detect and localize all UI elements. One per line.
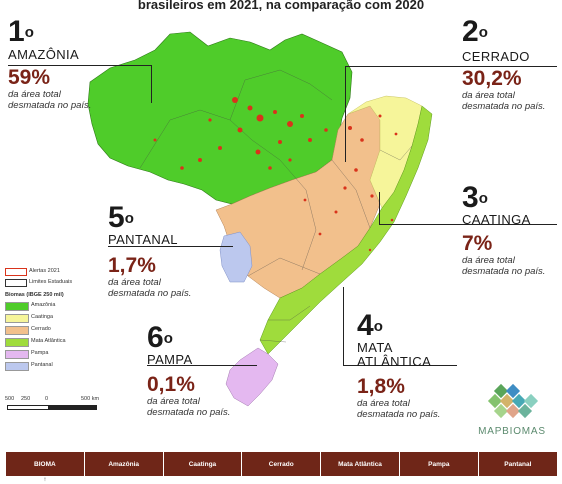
table-cell [84,476,163,484]
percent-value: 1,7% [108,254,156,277]
desc-line-2: desmatada no país. [8,100,92,111]
percent-value: 59% [8,66,51,89]
alerts-legend-label: Alertas 2021 [29,268,60,274]
scale-label-0: 0 [45,396,49,402]
biome-table: BIOMA Amazônia Caatinga Cerrado Mata Atl… [5,452,557,484]
table-cell [321,476,400,484]
pantanal-region [219,231,253,283]
alerts-swatch [5,268,27,276]
legend-swatch [5,362,29,371]
biome-name: CERRADO [462,49,530,64]
pampa-region [225,347,279,407]
limits-legend-label: Limites Estaduais [29,279,73,285]
desc-line-1: da área total [357,398,410,409]
table-cell-first: ↑ [43,477,47,483]
legend-item-label: Pantanal [31,362,53,368]
table-cell [163,476,242,484]
rank-label: 3o [462,181,488,214]
desc-line-1: da área total [462,90,515,101]
map-legend: Alertas 2021 Limites Estaduais Biomas (I… [5,268,105,383]
scale-bar: 500 250 0 500 km [5,396,125,416]
scale-segment-a [7,405,49,410]
biome-name: AMAZÔNIA [8,47,80,62]
table-header-amazonia: Amazônia [83,452,164,476]
mapbiomas-mosaic-icon [487,383,539,419]
legend-swatch [5,302,29,311]
desc-line-2: desmatada no país. [108,288,192,299]
scale-label-250: 250 [21,396,31,402]
biome-name: CAATINGA [462,212,531,227]
table-cell [242,476,321,484]
leader-line-cerrado [345,66,557,67]
leader-line-amazonia-v [151,65,152,103]
table-header-bioma: BIOMA [5,452,85,476]
legend-item-label: Cerrado [31,326,51,332]
callout-mata-atlantica: 4o MATA ATLÂNTICA 1,8% da área total des… [357,309,441,421]
biome-name-2: ATLÂNTICA [357,354,432,369]
table-header-caatinga: Caatinga [162,452,242,476]
callout-pantanal: 5o PANTANAL 1,7% da área total desmatada… [108,201,192,300]
state-limits [139,69,413,343]
mapbiomas-logo: MAPBIOMAS [470,382,554,442]
page-title: brasileiros em 2021, na comparação com 2… [137,0,425,12]
biome-name: PANTANAL [108,232,178,247]
table-header-row: BIOMA Amazônia Caatinga Cerrado Mata Atl… [5,452,557,476]
legend-item-label: Amazônia [31,302,56,308]
legend-item-label: Pampa [31,350,49,356]
scale-segment-b [49,405,97,410]
callout-cerrado: 2o CERRADO 30,2% da área total desmatada… [462,15,546,113]
percent-value: 7% [462,232,493,255]
table-cell [478,476,557,484]
legend-item-label: Caatinga [31,314,54,320]
biomes-legend-title: Biomas (IBGE 250 mil) [5,292,64,298]
leader-line-pampa [147,365,257,366]
table-header-cerrado: Cerrado [241,452,321,476]
table-header-mata-atlantica: Mata Atlântica [320,452,400,476]
desc-line-2: desmatada no país. [357,409,441,420]
desc-line-1: da área total [147,396,200,407]
rank-label: 2o [462,15,488,48]
percent-value: 30,2% [462,67,522,90]
biome-name: MATA [357,340,393,355]
percent-value: 0,1% [147,373,195,396]
desc-line-2: desmatada no país. [147,407,231,418]
table-cell [399,476,478,484]
rank-label: 5o [108,201,134,234]
scale-label-500a: 500 [5,396,15,402]
mapbiomas-wordmark: MAPBIOMAS [478,426,546,437]
leader-line-cerrado-v [345,66,346,162]
leader-line-caatinga-v [379,192,380,224]
table-row: ↑ [6,476,558,484]
rank-label: 6o [147,321,173,354]
callout-amazonia: 1o AMAZÔNIA 59% da área total desmatada … [8,15,92,112]
callout-caatinga: 3o CAATINGA 7% da área total desmatada n… [462,181,546,278]
legend-swatch [5,314,29,323]
table-header-pantanal: Pantanal [477,452,557,476]
leader-line-amazonia [8,65,152,66]
desc-line-1: da área total [8,89,61,100]
leader-line-pantanal [108,246,233,247]
scale-label-500km: 500 km [81,396,100,402]
leader-line-mata [343,365,457,366]
leader-line-caatinga [379,224,557,225]
brazil-map [87,31,433,407]
desc-line-2: desmatada no país. [462,266,546,277]
alerts-2021 [153,97,398,252]
desc-line-1: da área total [108,277,161,288]
desc-line-2: desmatada no país. [462,101,546,112]
table-header-pampa: Pampa [398,452,479,476]
legend-swatch [5,350,29,359]
legend-item-label: Mata Atlântica [31,338,66,344]
percent-value: 1,8% [357,375,405,398]
rank-label: 4o [357,309,383,342]
limits-swatch [5,279,27,287]
callout-pampa: 6o PAMPA 0,1% da área total desmatada no… [147,321,231,419]
leader-line-mata-v [343,287,344,365]
desc-line-1: da área total [462,255,515,266]
rank-label: 1o [8,15,34,48]
legend-swatch [5,338,29,347]
legend-swatch [5,326,29,335]
biome-name: PAMPA [147,352,193,367]
